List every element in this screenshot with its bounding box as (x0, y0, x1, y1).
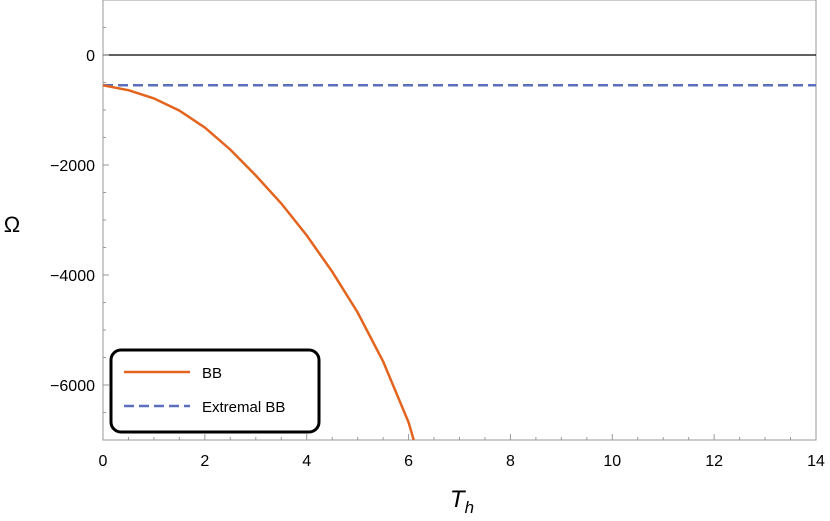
y-tick-label: 0 (86, 48, 95, 65)
series-line-bb (102, 84, 415, 441)
x-tick-label: 0 (99, 453, 108, 470)
x-tick-label: 6 (404, 453, 413, 470)
x-axis-label: Th (450, 486, 474, 517)
x-tick-label: 4 (302, 453, 311, 470)
x-axis-label-subscript: h (465, 498, 474, 517)
x-tick-label: 12 (705, 453, 723, 470)
y-axis-label: Ω (4, 212, 20, 237)
series-layer (102, 54, 816, 441)
x-axis-label-main: T (450, 486, 467, 513)
legend-label-extremal-bb: Extremal BB (202, 399, 285, 416)
y-tick-label: −4000 (50, 268, 95, 285)
x-tick-label: 14 (807, 453, 825, 470)
y-tick-label: −2000 (50, 158, 95, 175)
legend-label-bb: BB (202, 365, 222, 382)
y-tick-label: −6000 (50, 378, 95, 395)
ticks-layer: 0 2 4 6 8 10 12 14 0 −2000 −4000 −6000 (50, 0, 825, 470)
x-tick-label: 2 (200, 453, 209, 470)
x-tick-label: 10 (603, 453, 621, 470)
legend: BB Extremal BB (109, 348, 321, 434)
legend-box (109, 348, 321, 434)
x-tick-label: 8 (506, 453, 515, 470)
